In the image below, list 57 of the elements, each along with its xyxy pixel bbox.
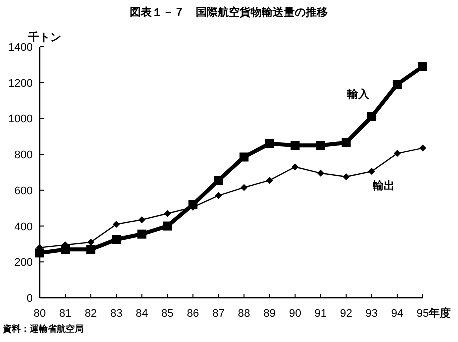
x-tick-label: 92 [340,308,353,320]
x-tick-label: 90 [289,308,302,320]
x-tick-label: 93 [366,308,378,320]
x-tick-label: 85 [162,308,174,320]
point [418,62,428,72]
x-tick-label: 81 [59,308,72,320]
series-label: 輸入 [346,88,370,101]
x-tick-label: 80 [34,308,46,320]
x-tick-label: 84 [136,308,148,320]
point [317,170,324,177]
point [240,184,248,192]
point [163,222,172,231]
x-tick-label: 94 [391,308,404,320]
point [36,248,44,258]
point [164,210,172,218]
point [394,150,401,158]
y-tick-label: 800 [14,150,33,162]
point [292,164,299,171]
y-tick-label: 400 [14,221,33,234]
text: 資料：運輸省航空局 [2,324,84,334]
point [367,112,376,122]
x-tick-label: 88 [238,308,250,320]
point [215,192,222,200]
x-tick-label: 95 [416,308,430,320]
point [290,141,300,150]
y-tick-label: 200 [14,257,33,270]
x-tick-label: 83 [110,308,123,320]
point [266,177,274,184]
series-label: 輸出 [372,180,395,193]
point [86,245,96,254]
y-axis-title: 千トン [28,31,62,44]
point [240,152,249,162]
point [112,235,122,244]
point [420,144,426,152]
point [113,220,120,228]
x-axis-title: 年度 [428,307,451,320]
point [342,138,351,148]
y-tick-label: 1400 [8,42,33,54]
chart-title: 図表１－７ 国際航空貨物輸送量の推移 [130,6,328,19]
y-tick-label: 600 [14,185,33,198]
point [368,168,376,176]
point [265,139,274,148]
y-tick-label: 1200 [8,78,33,90]
y-tick-label: 1000 [8,114,33,126]
point [214,176,224,186]
x-tick-label: 82 [84,308,98,320]
point [342,173,350,180]
x-tick-label: 87 [212,308,225,320]
x-tick-label: 91 [314,308,327,320]
point [88,238,95,246]
point [138,216,146,224]
x-tick-label: 86 [187,308,200,320]
x-tick-label: 89 [264,308,276,320]
point [138,230,147,239]
point [392,80,402,90]
y-tick-label: 0 [26,293,33,305]
point [316,141,326,150]
